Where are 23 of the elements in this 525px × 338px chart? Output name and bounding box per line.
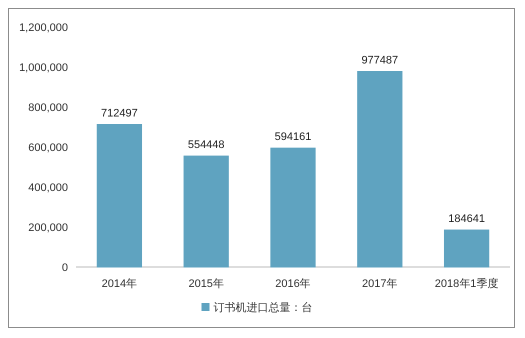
bar xyxy=(357,71,402,268)
y-tick-label: 0 xyxy=(62,262,68,274)
data-label: 977487 xyxy=(361,54,398,67)
data-label: 712497 xyxy=(101,108,138,120)
bar xyxy=(444,230,490,268)
data-label: 184641 xyxy=(448,213,485,226)
x-tick-label: 2014年 xyxy=(102,278,138,290)
y-tick-label: 1,200,000 xyxy=(19,22,68,34)
bar xyxy=(270,148,316,268)
legend-label: 订书机进口总量：台 xyxy=(214,301,312,314)
x-tick-label: 2017年 xyxy=(362,278,398,290)
x-tick-label: 2018年1季度 xyxy=(434,277,498,290)
y-tick-label: 1,000,000 xyxy=(19,62,68,74)
x-tick-label: 2015年 xyxy=(188,278,224,290)
x-tick-label: 2016年 xyxy=(275,278,311,290)
data-label: 554448 xyxy=(188,139,225,152)
y-tick-label: 600,000 xyxy=(28,142,68,154)
bar xyxy=(96,124,142,268)
y-tick-label: 400,000 xyxy=(28,182,68,194)
bar xyxy=(184,156,229,268)
y-tick-label: 200,000 xyxy=(28,222,68,234)
y-tick-label: 800,000 xyxy=(28,102,68,114)
data-label: 594161 xyxy=(274,131,312,144)
